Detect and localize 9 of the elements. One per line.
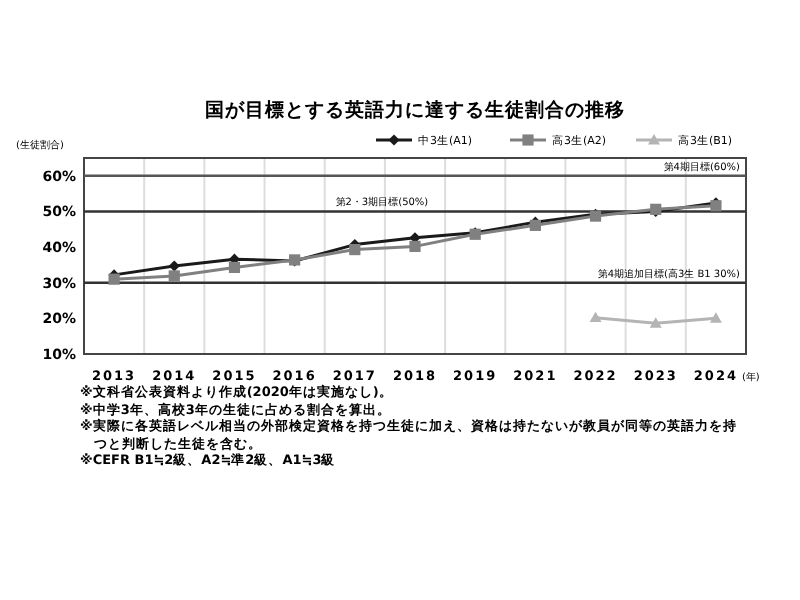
point <box>228 261 241 273</box>
point <box>349 243 361 256</box>
point <box>168 260 180 272</box>
point <box>589 311 602 323</box>
point <box>649 317 662 328</box>
point <box>168 270 180 282</box>
point <box>409 240 421 252</box>
chart-title: 国が目標とする英語力に達する生徒割合の推移 <box>205 98 625 122</box>
point <box>709 312 722 323</box>
